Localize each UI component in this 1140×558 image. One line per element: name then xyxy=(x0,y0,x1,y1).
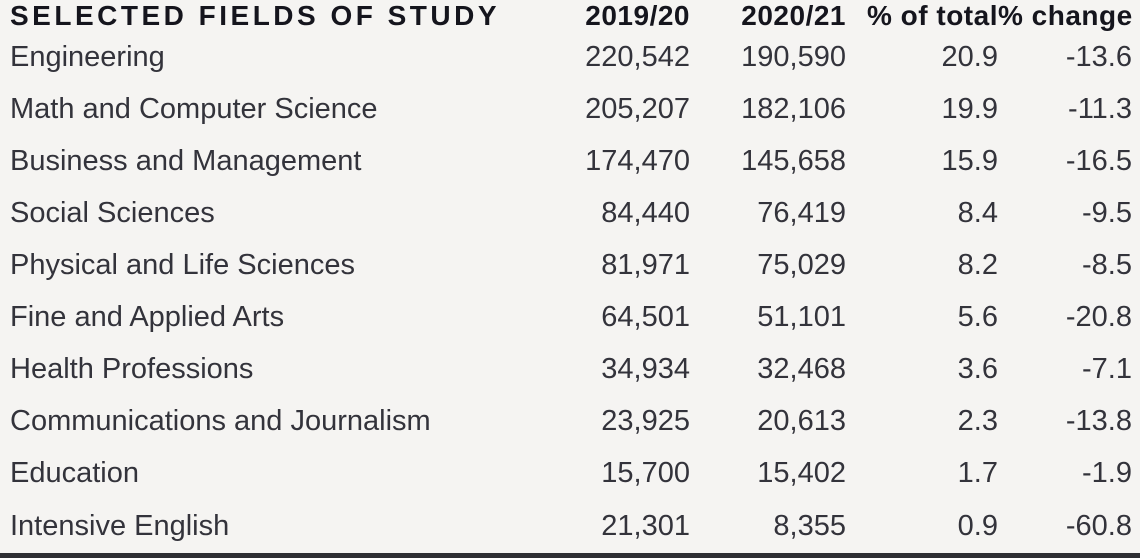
field-name-cell: Intensive English xyxy=(10,509,230,542)
field-name-cell: Physical and Life Sciences xyxy=(10,249,355,282)
field-name-cell: Education xyxy=(10,457,139,490)
pct-change-cell: -16.5 xyxy=(1065,145,1132,178)
value-2020-21-cell: 190,590 xyxy=(741,41,846,74)
value-2019-20-cell: 64,501 xyxy=(601,301,690,334)
value-2019-20-cell: 81,971 xyxy=(601,249,690,282)
column-header-2020-21: 2020/21 xyxy=(741,0,846,31)
value-2019-20-cell: 205,207 xyxy=(585,93,690,126)
table-row: Business and Management 174,470 145,658 15.… xyxy=(0,136,1140,188)
pct-change-cell: -1.9 xyxy=(1082,457,1132,490)
pct-of-total-cell: 15.9 xyxy=(941,145,998,178)
table-row: Intensive English 21,301 8,355 0.9 -60.8 xyxy=(0,500,1140,556)
value-2019-20-cell: 84,440 xyxy=(601,197,690,230)
field-name-cell: Social Sciences xyxy=(10,197,215,230)
value-2020-21-cell: 76,419 xyxy=(757,197,846,230)
value-2019-20-cell: 34,934 xyxy=(601,353,690,386)
pct-of-total-cell: 0.9 xyxy=(957,509,998,542)
value-2019-20-cell: 23,925 xyxy=(601,405,690,438)
field-name-cell: Business and Management xyxy=(10,145,362,178)
pct-change-cell: -20.8 xyxy=(1065,301,1132,334)
pct-change-cell: -13.8 xyxy=(1065,405,1132,438)
pct-of-total-cell: 1.7 xyxy=(957,457,998,490)
value-2020-21-cell: 182,106 xyxy=(741,93,846,126)
table-row: Health Professions 34,934 32,468 3.6 -7.1 xyxy=(0,344,1140,396)
table-row: Education 15,700 15,402 1.7 -1.9 xyxy=(0,448,1140,500)
pct-of-total-cell: 5.6 xyxy=(957,301,998,334)
field-name-cell: Engineering xyxy=(10,41,165,74)
value-2019-20-cell: 15,700 xyxy=(601,457,690,490)
pct-change-cell: -9.5 xyxy=(1082,197,1132,230)
value-2020-21-cell: 8,355 xyxy=(773,509,846,542)
pct-change-cell: -11.3 xyxy=(1068,93,1132,126)
pct-of-total-cell: 19.9 xyxy=(941,93,998,126)
table-row: Physical and Life Sciences 81,971 75,029 8.… xyxy=(0,240,1140,292)
pct-of-total-cell: 8.2 xyxy=(957,249,998,282)
value-2019-20-cell: 21,301 xyxy=(601,509,690,542)
value-2020-21-cell: 75,029 xyxy=(757,249,846,282)
column-header-fields-of-study: SELECTED FIELDS OF STUDY xyxy=(10,0,501,31)
table-row: Social Sciences 84,440 76,419 8.4 -9.5 xyxy=(0,188,1140,240)
value-2020-21-cell: 20,613 xyxy=(757,405,846,438)
table-row: Engineering 220,542 190,590 20.9 -13.6 xyxy=(0,32,1140,84)
field-name-cell: Fine and Applied Arts xyxy=(10,301,285,334)
table-row: Communications and Journalism 23,925 20,61… xyxy=(0,396,1140,448)
pct-change-cell: -7.1 xyxy=(1082,353,1132,386)
table-body: Engineering 220,542 190,590 20.9 -13.6 Math a… xyxy=(0,32,1140,556)
value-2020-21-cell: 51,101 xyxy=(757,301,846,334)
pct-change-cell: -60.8 xyxy=(1065,509,1132,542)
pct-of-total-cell: 2.3 xyxy=(957,405,998,438)
value-2020-21-cell: 15,402 xyxy=(757,457,846,490)
field-name-cell: Communications and Journalism xyxy=(10,405,431,438)
column-header-pct-of-total: % of total xyxy=(867,0,998,31)
field-name-cell: Math and Computer Science xyxy=(10,93,378,126)
value-2019-20-cell: 220,542 xyxy=(585,41,690,74)
column-header-pct-change: % change xyxy=(998,0,1133,31)
table-row: Fine and Applied Arts 64,501 51,101 5.6 -20.… xyxy=(0,292,1140,344)
column-header-2019-20: 2019/20 xyxy=(585,0,690,31)
value-2020-21-cell: 32,468 xyxy=(757,353,846,386)
pct-of-total-cell: 8.4 xyxy=(957,197,998,230)
table-row: Math and Computer Science 205,207 182,106 1… xyxy=(0,84,1140,136)
pct-of-total-cell: 3.6 xyxy=(957,353,998,386)
pct-of-total-cell: 20.9 xyxy=(941,41,998,74)
pct-change-cell: -13.6 xyxy=(1065,41,1132,74)
pct-change-cell: -8.5 xyxy=(1082,249,1132,282)
value-2020-21-cell: 145,658 xyxy=(741,145,846,178)
value-2019-20-cell: 174,470 xyxy=(585,145,690,178)
header-row: SELECTED FIELDS OF STUDY 2019/20 2020/21… xyxy=(0,0,1140,32)
field-name-cell: Health Professions xyxy=(10,353,254,386)
